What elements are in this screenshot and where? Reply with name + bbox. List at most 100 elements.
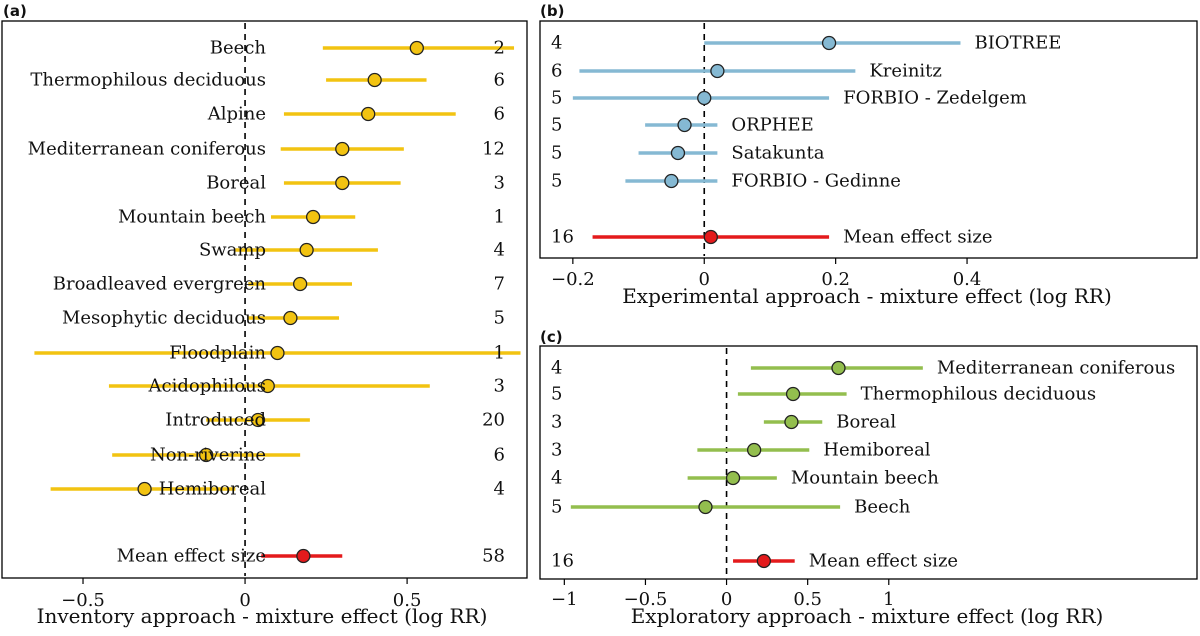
sample-size: 3 <box>494 173 505 194</box>
effect-size-point <box>697 90 712 106</box>
forest-row: Kreinitz 6 <box>551 61 942 82</box>
sample-size: 1 <box>494 343 505 364</box>
panel-b-label: (b) <box>540 2 564 20</box>
sample-size: 6 <box>494 445 505 466</box>
effect-size-point <box>250 412 266 428</box>
row-label: Kreinitz <box>869 61 942 82</box>
forest-row: Beech 2 <box>210 38 515 59</box>
row-label: Non-riverine <box>150 445 266 466</box>
sample-size: 12 <box>482 139 505 160</box>
row-label: Beech <box>210 38 267 59</box>
sample-size: 4 <box>551 468 562 489</box>
forest-row: Alpine 6 <box>207 104 505 125</box>
x-tick-label: −0.2 <box>551 269 595 290</box>
panel-a-x-axis-title: Inventory approach - mixture effect (log… <box>37 604 488 628</box>
panel-c-x-axis: −1 −0.5 0 0.5 1 <box>551 579 895 610</box>
effect-size-point <box>670 145 686 161</box>
sample-size: 5 <box>551 115 562 136</box>
row-label: Alpine <box>207 104 266 125</box>
row-label: Hemiboreal <box>823 440 931 461</box>
x-tick-label: 0.2 <box>821 269 850 290</box>
sample-size: 5 <box>551 497 562 518</box>
effect-size-point <box>821 35 837 51</box>
row-label: Mediterranean coniferous <box>28 139 266 160</box>
sample-size: 5 <box>551 171 562 192</box>
effect-size-point <box>199 447 214 463</box>
sample-size: 2 <box>494 38 505 59</box>
effect-size-point <box>409 40 424 56</box>
x-tick-label: −0.5 <box>624 589 668 610</box>
row-label: ORPHEE <box>731 115 813 136</box>
row-label: Boreal <box>836 412 896 433</box>
effect-size-point <box>710 63 725 79</box>
sample-size: 4 <box>551 33 562 54</box>
effect-size-point <box>677 117 692 133</box>
mean-effect-point <box>703 229 718 245</box>
sample-size: 20 <box>482 410 505 431</box>
row-label: FORBIO - Zedelgem <box>843 88 1027 109</box>
row-label: Floodplain <box>169 343 266 364</box>
row-label: Satakunta <box>731 143 824 164</box>
mean-effect-point <box>296 548 311 564</box>
mean-sample-size: 16 <box>551 227 574 248</box>
sample-size: 3 <box>551 440 562 461</box>
effect-size-point <box>137 481 152 497</box>
forest-row: Thermophilous deciduous 6 <box>30 70 505 91</box>
mean-sample-size: 58 <box>482 546 505 567</box>
forest-row: FORBIO - Gedinne 5 <box>551 171 901 192</box>
sample-size: 6 <box>494 70 505 91</box>
sample-size: 6 <box>551 61 562 82</box>
forest-row: Satakunta 5 <box>551 143 825 164</box>
forest-row: Boreal 3 <box>206 173 505 194</box>
mean-label: Mean effect size <box>117 546 266 567</box>
row-label: Boreal <box>206 173 266 194</box>
panel-b-experimental: (b) BIOTREE 4 Kreinitz 6 FORBIO - Zedelgem 5 O… <box>539 2 1198 308</box>
forest-row: Hemiboreal 3 <box>551 440 931 461</box>
row-label: BIOTREE <box>974 33 1061 54</box>
x-tick-label: 0.5 <box>393 590 422 611</box>
row-label: Mountain beech <box>791 468 939 489</box>
forest-row: Beech 5 <box>551 497 911 518</box>
mean-effect-point <box>756 553 772 569</box>
effect-size-point <box>361 106 376 122</box>
sample-size: 4 <box>551 358 562 379</box>
x-tick-label: −1 <box>551 589 578 610</box>
sample-size: 5 <box>551 88 562 109</box>
panel-b-x-axis: −0.2 0 0.2 0.4 <box>551 258 981 290</box>
effect-size-point <box>831 360 846 376</box>
sample-size: 3 <box>494 376 505 397</box>
effect-size-point <box>305 209 321 225</box>
forest-row: Boreal 3 <box>551 412 896 433</box>
effect-size-point <box>299 242 314 258</box>
forest-row: Thermophilous deciduous 5 <box>551 384 1096 405</box>
row-label: Introduced <box>165 410 266 431</box>
forest-row: Swamp 4 <box>199 240 505 261</box>
x-tick-label: 0.4 <box>953 269 982 290</box>
forest-row: FORBIO - Zedelgem 5 <box>551 88 1027 109</box>
sample-size: 7 <box>494 274 505 295</box>
panel-c-label: (c) <box>540 328 563 346</box>
effect-size-point <box>283 310 298 326</box>
forest-row: Mountain beech 4 <box>551 468 939 489</box>
panel-a-x-axis: −0.5 0 0.5 <box>61 578 421 611</box>
effect-size-point <box>746 442 762 458</box>
x-tick-label: 0.5 <box>793 589 822 610</box>
effect-size-point <box>725 470 741 486</box>
effect-size-point <box>367 72 382 88</box>
sample-size: 1 <box>494 207 505 228</box>
effect-size-point <box>785 386 801 402</box>
row-label: Hemiboreal <box>159 479 267 500</box>
row-label: FORBIO - Gedinne <box>731 171 901 192</box>
row-label: Beech <box>854 497 911 518</box>
panel-b-frame <box>539 20 1198 259</box>
mean-label: Mean effect size <box>809 551 958 572</box>
forest-row: Hemiboreal 4 <box>50 479 505 500</box>
sample-size: 4 <box>494 479 505 500</box>
forest-row: Acidophilous 3 <box>108 376 505 397</box>
effect-size-point <box>784 414 799 430</box>
x-tick-label: 0 <box>239 590 250 611</box>
panel-c-x-axis-title: Exploratory approach - mixture effect (l… <box>631 604 1104 628</box>
forest-row: Mediterranean coniferous 4 <box>551 358 1175 379</box>
forest-row: Mesophytic deciduous 5 <box>62 308 505 329</box>
